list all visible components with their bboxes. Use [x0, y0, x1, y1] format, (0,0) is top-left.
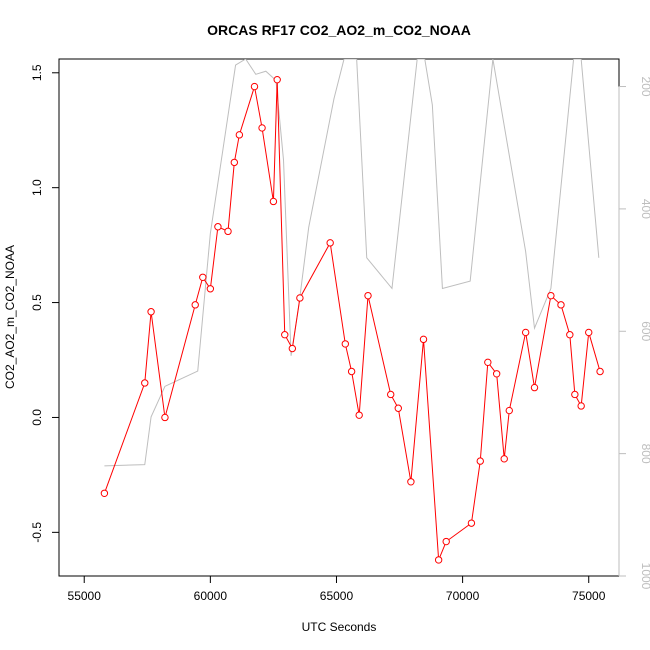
y-axis: -0.5 0.0 0.5 1.0 1.5 — [30, 64, 60, 543]
data-point — [161, 413, 169, 422]
data-point — [521, 328, 530, 337]
data-point — [530, 383, 539, 392]
data-point — [355, 411, 363, 419]
data-point — [434, 556, 443, 564]
data-point — [492, 370, 501, 378]
data-point — [596, 367, 604, 376]
x-tick-label: 70000 — [446, 589, 480, 603]
data-point — [341, 340, 350, 348]
data-point — [505, 406, 513, 415]
data-point — [199, 273, 207, 281]
data-point — [326, 239, 334, 247]
right-tick-label: 1000 — [639, 563, 650, 590]
data-point — [407, 478, 415, 486]
data-point — [269, 197, 278, 206]
x-axis: 55000 60000 65000 70000 75000 — [68, 575, 606, 603]
data-point — [585, 328, 593, 337]
data-point — [500, 455, 508, 463]
data-point — [206, 285, 215, 293]
y-tick-label: -0.5 — [30, 522, 44, 543]
data-point — [364, 291, 372, 300]
data-point — [571, 390, 579, 399]
data-point — [476, 457, 484, 465]
data-point — [235, 131, 244, 139]
data-point — [467, 519, 476, 527]
x-axis-label: UTC Seconds — [302, 620, 377, 634]
y-axis-label: CO2_AO2_m_CO2_NOAA — [3, 245, 17, 389]
data-point — [387, 390, 395, 399]
right-tick-label: 200 — [639, 77, 650, 97]
data-point — [442, 537, 450, 546]
x-tick-label: 75000 — [572, 589, 606, 603]
series-layer — [100, 59, 604, 564]
data-point — [484, 358, 492, 367]
secondary-series-line — [104, 59, 600, 467]
data-point — [224, 227, 232, 236]
data-point — [214, 223, 222, 231]
data-point — [577, 402, 585, 410]
plot-frame — [58, 58, 620, 577]
data-point — [273, 75, 281, 84]
data-point — [141, 379, 149, 387]
chart-title: ORCAS RF17 CO2_AO2_m_CO2_NOAA — [207, 22, 471, 38]
data-point — [191, 301, 199, 309]
data-point — [557, 301, 565, 309]
primary-series-line — [103, 79, 601, 561]
data-point — [547, 291, 555, 300]
data-point — [230, 158, 239, 167]
data-point — [281, 331, 289, 339]
right-tick-label: 400 — [639, 199, 650, 219]
y-tick-label: 1.0 — [30, 179, 44, 196]
x-tick-label: 55000 — [68, 589, 102, 603]
y-tick-label: 1.5 — [30, 64, 44, 81]
y-tick-label: 0.5 — [30, 294, 44, 311]
data-point — [566, 331, 574, 339]
data-point — [288, 344, 297, 353]
data-point — [258, 124, 266, 132]
data-point — [419, 335, 428, 344]
right-tick-label: 600 — [639, 321, 650, 341]
data-point — [394, 404, 402, 412]
right-tick-label: 800 — [639, 444, 650, 464]
x-tick-label: 65000 — [320, 589, 354, 603]
x-tick-label: 60000 — [194, 589, 228, 603]
data-point — [296, 294, 304, 302]
data-point — [347, 367, 356, 376]
data-point — [147, 308, 155, 316]
data-point — [100, 489, 109, 497]
y-tick-label: 0.0 — [30, 409, 44, 426]
right-axis: 200 400 600 800 1000 — [618, 77, 650, 590]
data-point — [250, 82, 259, 91]
